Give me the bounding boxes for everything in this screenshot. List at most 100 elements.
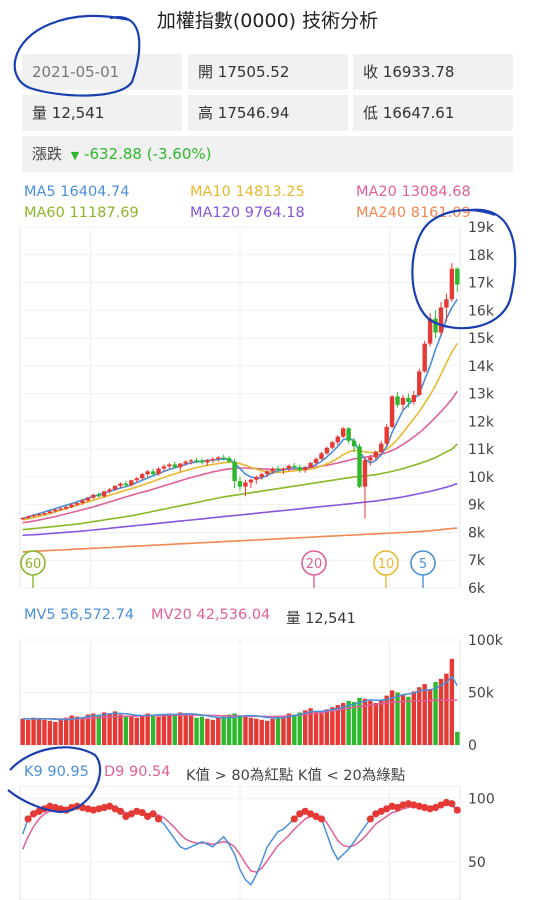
candle-body [216, 457, 221, 459]
ma-badge-circle [20, 550, 46, 576]
candle-body [58, 508, 63, 510]
volume-bar [281, 715, 286, 745]
quote-volume-cell: 量 12,541 [22, 95, 182, 131]
close-value: 16933.78 [382, 63, 455, 81]
kd-red-dot [144, 812, 152, 820]
kd-red-dot [307, 810, 315, 818]
candle-body [292, 465, 297, 468]
candle-body [357, 446, 362, 487]
candle-body [308, 463, 313, 468]
price-ma60-line [22, 443, 458, 531]
kd-red-dot [24, 815, 32, 823]
volume-bar [254, 718, 259, 745]
volume-bar [53, 721, 58, 745]
volume-chart[interactable]: 100k 50k 0 [0, 630, 535, 752]
ma-badge-label: 5 [419, 557, 427, 572]
volume-bar [123, 715, 129, 745]
volume-bar [69, 715, 74, 745]
candle-body [330, 442, 335, 448]
kd-chart[interactable]: 100 50 [0, 786, 535, 900]
high-value: 17546.94 [217, 104, 290, 122]
kd-legend-item: D9 90.54 [104, 764, 171, 780]
price-chart[interactable]: 19k 18k 17k 16k 15k 14k 13k 12k 11k 10k 9k 8k 7k 6k 60… [0, 220, 535, 605]
candle-body [140, 474, 145, 479]
price-ytick-label: 8k [468, 525, 486, 541]
candle-body [150, 471, 156, 475]
volume-bar [85, 714, 91, 745]
volume-bar [118, 714, 123, 745]
kd-red-dot [366, 815, 374, 823]
volume-bar [58, 719, 63, 745]
candle-body [395, 396, 400, 405]
volume-bar [31, 717, 36, 745]
volume-bar [433, 682, 438, 745]
volume-bar [417, 687, 422, 745]
page-title: 加權指數(0000) 技術分析 [156, 10, 379, 32]
ma-legend-item: MA10 14813.25 [190, 184, 305, 200]
volume-label: 量 [32, 104, 48, 122]
kd-red-dot [442, 798, 451, 807]
volume-bar [389, 690, 395, 745]
quote-date-cell[interactable]: 2021-05-01 [22, 54, 182, 90]
volume-value: 12,541 [51, 104, 105, 122]
kd-red-dot [149, 810, 157, 818]
high-label: 高 [198, 104, 214, 122]
volume-bar [101, 712, 107, 745]
volume-bar [324, 709, 330, 745]
price-ytick-label: 18k [468, 248, 495, 264]
candle-body [85, 497, 91, 501]
volume-mv5-line [22, 675, 458, 721]
kd-red-dot [431, 803, 440, 812]
candle-body [161, 466, 167, 469]
volume-bar [362, 698, 368, 745]
candle-body [346, 428, 351, 441]
volume-bar [199, 716, 205, 745]
kd-red-dot [437, 801, 445, 809]
price-ytick-label: 14k [468, 359, 495, 375]
candle-body [406, 397, 411, 402]
candle-body [172, 464, 178, 468]
volume-bar [178, 712, 183, 745]
price-ytick-label: 19k [468, 220, 495, 236]
candle-body [438, 307, 444, 333]
vol-legend-item: MV20 42,536.04 [151, 607, 271, 623]
volume-bar [455, 731, 460, 745]
volume-bar [357, 697, 362, 745]
quote-low-cell: 低 16647.61 [353, 95, 513, 131]
quote-high-cell: 高 17546.94 [188, 95, 348, 131]
volume-bar [112, 711, 118, 745]
candle-body [379, 443, 384, 452]
candle-body [123, 483, 129, 486]
candle-body [226, 458, 232, 462]
candle-body [188, 460, 194, 462]
candle-body [264, 471, 270, 475]
volume-bar [237, 715, 243, 745]
ma-legend-item: MA120 9764.18 [190, 205, 305, 221]
kd-red-dot [410, 801, 418, 809]
volume-ytick-label: 0 [468, 738, 477, 752]
candle-body [232, 461, 237, 482]
candle-body [411, 395, 417, 402]
volume-bar [292, 714, 297, 745]
price-ytick-label: 7k [468, 553, 486, 569]
volume-bar [156, 716, 161, 745]
volume-bar [25, 719, 31, 745]
kd-red-dot [106, 802, 114, 810]
candle-body [134, 478, 139, 481]
candle-body [101, 491, 107, 497]
volume-bar [183, 713, 188, 745]
volume-bar [248, 717, 254, 745]
price-ytick-label: 16k [468, 303, 495, 319]
volume-bar [140, 715, 145, 745]
ma-badge-label: 20 [306, 557, 323, 572]
volume-bar [47, 720, 53, 745]
volume-bar [449, 658, 455, 745]
volume-bar [297, 712, 302, 745]
ma-badge-label: 60 [25, 557, 42, 572]
volume-bar [438, 678, 444, 745]
quote-change-cell: 漲跌 ▼ -632.88 (-3.60%) [22, 136, 513, 172]
candle-body [63, 506, 69, 509]
volume-bar [172, 714, 178, 745]
candle-body [194, 460, 199, 462]
candle-body [199, 460, 205, 463]
